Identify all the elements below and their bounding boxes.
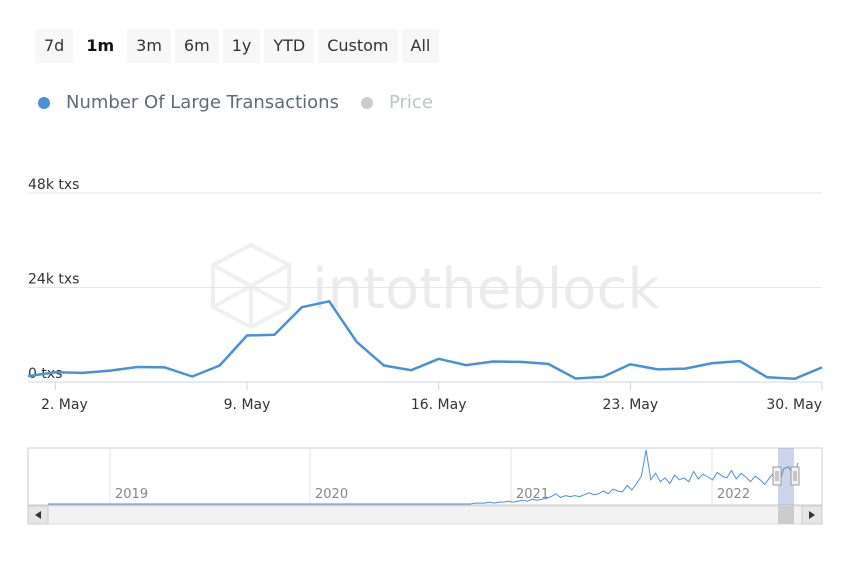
- x-tick-label: 30. May: [766, 397, 822, 413]
- navigator-selected-range[interactable]: [778, 448, 794, 505]
- watermark-text: intotheblock: [312, 257, 660, 322]
- x-tick-label: 23. May: [603, 397, 659, 413]
- navigator-year-label: 2022: [717, 487, 750, 502]
- legend-label: Number Of Large Transactions: [66, 92, 339, 113]
- navigator-series: [48, 449, 799, 505]
- range-selector: 7d 1m 3m 6m 1y YTD Custom All: [35, 29, 440, 63]
- legend-label: Price: [388, 92, 433, 113]
- legend-dot-icon: [360, 96, 373, 109]
- navigator-year-label: 2019: [115, 487, 148, 502]
- x-tick-label: 9. May: [224, 397, 271, 413]
- x-tick-label: 2. May: [41, 397, 88, 413]
- x-axis: 2. May 9. May 16. May 23. May 30. May: [28, 381, 823, 413]
- range-button-1m[interactable]: 1m: [77, 29, 124, 63]
- navigator-handle-right[interactable]: [790, 466, 800, 486]
- range-button-6m[interactable]: 6m: [174, 29, 219, 63]
- range-button-1y[interactable]: 1y: [222, 29, 261, 63]
- scrollbar-thumb[interactable]: [778, 506, 794, 524]
- y-tick-label: 48k txs: [28, 177, 79, 193]
- y-tick-label: 24k txs: [28, 272, 79, 288]
- range-button-7d[interactable]: 7d: [35, 29, 74, 63]
- legend-item-0[interactable]: Number Of Large Transactions: [38, 92, 339, 113]
- legend-item-1[interactable]: Price: [360, 92, 433, 113]
- arrow-left-icon: [35, 511, 41, 519]
- legend-dot-icon: [38, 96, 50, 109]
- navigator-frame: [27, 447, 823, 506]
- x-tick-label: 16. May: [411, 397, 467, 413]
- scrollbar-track[interactable]: [27, 505, 823, 525]
- navigator-year-label: 2021: [516, 487, 549, 502]
- range-button-custom[interactable]: Custom: [318, 29, 398, 63]
- scroll-right-button[interactable]: [801, 505, 823, 525]
- arrow-right-icon: [809, 511, 815, 519]
- navigator-year-markers: 2019 2020 2021 2022: [109, 448, 750, 505]
- range-button-ytd[interactable]: YTD: [264, 29, 315, 63]
- legend: Number Of Large Transactions Price: [38, 92, 455, 113]
- range-button-3m[interactable]: 3m: [127, 29, 171, 63]
- grid-lines: [28, 192, 822, 288]
- navigator-line: [48, 449, 799, 505]
- navigator[interactable]: 2019 2020 2021 2022: [0, 440, 850, 530]
- watermark: intotheblock: [211, 242, 660, 330]
- range-button-all[interactable]: All: [401, 29, 440, 63]
- scroll-left-button[interactable]: [27, 505, 49, 525]
- series-line-large-transactions: [27, 300, 823, 381]
- series-line-path: [27, 300, 823, 381]
- navigator-year-label: 2020: [315, 487, 348, 502]
- navigator-handle-left[interactable]: [772, 466, 782, 486]
